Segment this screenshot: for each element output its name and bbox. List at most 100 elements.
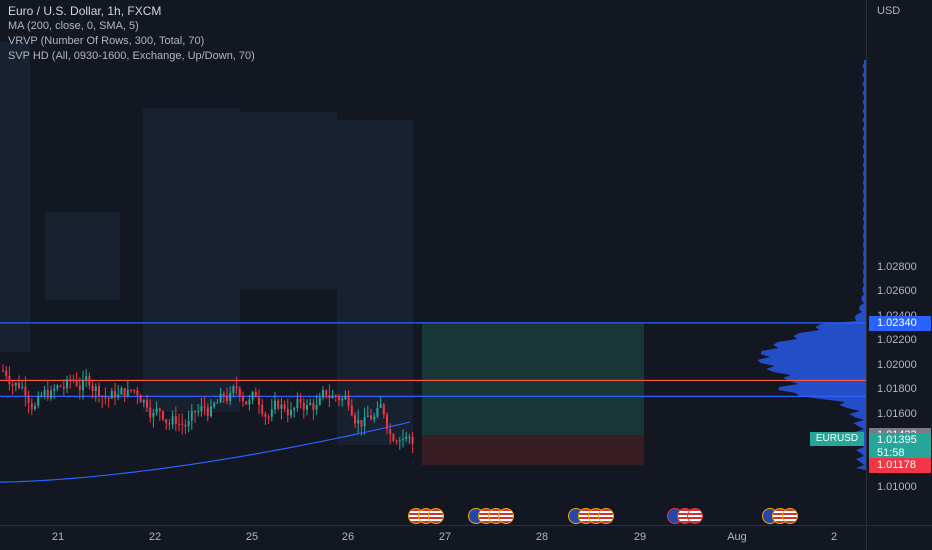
session-box (240, 112, 337, 290)
chart-pane[interactable]: Euro / U.S. Dollar, 1h, FXCM MA (200, cl… (0, 0, 866, 525)
candle-body (5, 370, 8, 376)
candle-body (133, 389, 136, 391)
candle-body (190, 411, 193, 421)
candle-body (338, 396, 340, 401)
candle-body (2, 370, 4, 372)
event-group[interactable] (667, 508, 703, 525)
time-tick: 21 (51, 531, 65, 543)
time-tick: 28 (535, 531, 549, 543)
candle-body (34, 405, 36, 410)
candle-body (366, 415, 369, 417)
candle-body (43, 389, 46, 396)
candle-body (206, 407, 209, 417)
bar-countdown: 51:58 (877, 446, 905, 459)
resistance-price-tag: 1.02340 (869, 315, 931, 331)
candle-body (325, 390, 328, 396)
volume-profile (757, 60, 866, 470)
candle-body (98, 386, 100, 397)
indicator-svp[interactable]: SVP HD (All, 0930-1600, Exchange, Up/Dow… (8, 50, 255, 62)
candle-body (18, 382, 20, 388)
candle-body (27, 395, 30, 404)
candle-body (248, 399, 251, 405)
us-flag-icon[interactable] (687, 508, 703, 524)
candle-body (62, 386, 65, 389)
candle-body (11, 384, 14, 386)
candle-body (222, 393, 225, 396)
ma-line (0, 421, 411, 483)
time-axis[interactable]: 21 22 25 26 27 28 29 Aug 2 (0, 525, 866, 550)
candle-body (315, 404, 318, 410)
candle-body (120, 388, 123, 395)
candle-body (152, 412, 155, 418)
candle-body (53, 388, 56, 391)
us-flag-icon[interactable] (498, 508, 514, 524)
session-box (143, 108, 240, 412)
candle-body (50, 390, 52, 399)
candle-body (232, 386, 235, 393)
price-axis[interactable]: USD 1.028001.026001.024001.022001.020001… (866, 0, 932, 525)
event-group[interactable] (408, 508, 444, 525)
candle-body (187, 420, 190, 427)
candle-body (210, 406, 212, 417)
candle-body (171, 416, 174, 425)
price-plot[interactable] (0, 0, 866, 525)
us-flag-icon[interactable] (428, 508, 444, 524)
candle-body (360, 420, 363, 427)
candle-body (264, 413, 267, 417)
candle-body (82, 380, 84, 391)
candle-body (162, 411, 164, 420)
price-tick: 1.02000 (877, 358, 917, 371)
symbol-title[interactable]: Euro / U.S. Dollar, 1h, FXCM (8, 4, 162, 18)
price-tick: 1.01000 (877, 481, 917, 493)
candle-body (270, 409, 273, 418)
candle-body (14, 382, 17, 386)
candle-body (395, 440, 398, 442)
candle-body (286, 408, 289, 416)
event-group[interactable] (468, 508, 514, 525)
candle-body (363, 416, 366, 427)
candle-body (341, 398, 344, 401)
axis-corner[interactable] (866, 525, 932, 550)
candle-body (334, 395, 337, 397)
indicator-vrvp[interactable]: VRVP (Number Of Rows, 300, Total, 70) (8, 35, 205, 47)
indicator-ma[interactable]: MA (200, close, 0, SMA, 5) (8, 20, 139, 32)
candle-body (296, 399, 299, 409)
candle-body (219, 393, 222, 403)
candle-body (328, 395, 331, 399)
candle-body (94, 386, 97, 392)
position-zones (422, 322, 644, 466)
candle-body (139, 395, 142, 403)
candle-body (114, 390, 116, 398)
current-price: 1.01395 (877, 433, 917, 446)
candle-body (318, 397, 321, 405)
candle-body (251, 391, 254, 400)
time-tick: Aug (727, 531, 747, 543)
candle-body (411, 436, 414, 444)
candle-body (238, 388, 241, 397)
time-tick: 26 (341, 531, 355, 543)
candle-body (69, 379, 72, 381)
candle-body (91, 385, 94, 392)
candle-body (267, 416, 270, 418)
us-flag-icon[interactable] (598, 508, 614, 524)
candle-body (331, 395, 334, 399)
candle-body (312, 402, 315, 410)
candle-body (21, 386, 24, 388)
loss-zone (422, 435, 644, 466)
candle-body (178, 423, 180, 425)
time-tick: 27 (438, 531, 452, 543)
current-price-tag: 1.01395 51:58 (869, 432, 931, 461)
candle-body (309, 402, 312, 405)
event-group[interactable] (568, 508, 614, 525)
candle-body (88, 376, 91, 386)
candle-body (235, 386, 238, 389)
candle-body (283, 404, 286, 409)
event-group[interactable] (762, 508, 798, 525)
session-box (337, 120, 413, 445)
candle-body (85, 376, 88, 381)
candle-body (24, 386, 27, 396)
candle-body (376, 407, 379, 417)
candle-body (174, 416, 177, 424)
session-box (45, 212, 120, 300)
us-flag-icon[interactable] (782, 508, 798, 524)
